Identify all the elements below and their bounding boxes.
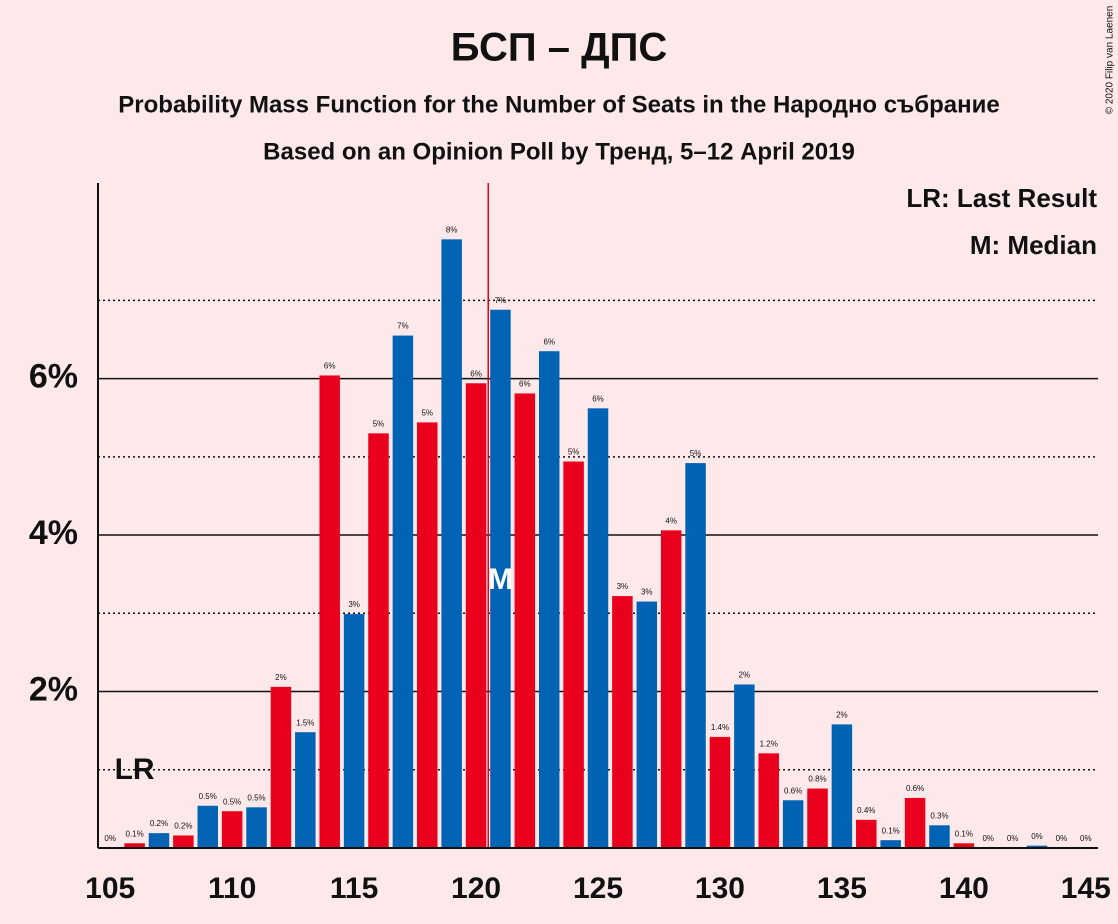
legend-entry: M: Median: [970, 230, 1097, 260]
bar: [392, 335, 414, 848]
value-label: 8%: [446, 225, 458, 234]
value-label: 5%: [421, 409, 433, 418]
chart-subtitle: Probability Mass Function for the Number…: [118, 91, 999, 118]
bar: [124, 843, 145, 848]
bar: [758, 753, 779, 848]
bar: [417, 422, 438, 848]
x-tick-label: 115: [330, 872, 378, 905]
bar: [441, 239, 462, 848]
bar: [709, 736, 731, 848]
bar: [782, 800, 804, 848]
value-label: 3%: [641, 588, 653, 597]
value-label: 2%: [739, 671, 751, 680]
value-label: 0.5%: [199, 792, 217, 801]
value-label: 0%: [1080, 834, 1092, 843]
value-label: 0.6%: [784, 786, 802, 795]
value-label: 0%: [104, 834, 116, 843]
value-label: 4%: [665, 516, 677, 525]
value-label: 0.1%: [955, 829, 973, 838]
legend-entry: LR: Last Result: [906, 183, 1097, 213]
value-label: 6%: [324, 362, 336, 371]
value-label: 6%: [543, 337, 555, 346]
value-label: 1.2%: [760, 739, 778, 748]
value-label: 0%: [1031, 832, 1043, 841]
x-tick-label: 120: [451, 872, 501, 905]
median-marker: M: [488, 563, 513, 596]
value-label: 0.1%: [125, 829, 143, 838]
value-label: 2%: [275, 673, 287, 682]
value-label: 7%: [495, 296, 507, 305]
value-label: 0.5%: [223, 797, 241, 806]
bar: [831, 724, 853, 848]
value-label: 5%: [568, 448, 580, 457]
bar: [636, 601, 658, 848]
bar: [660, 530, 682, 848]
y-tick-label: 2%: [29, 671, 78, 709]
value-label: 3%: [617, 582, 629, 591]
bar: [904, 797, 926, 848]
bar: [246, 807, 267, 848]
value-label: 0%: [1056, 834, 1068, 843]
value-label: 0%: [1007, 834, 1019, 843]
last-result-marker: LR: [115, 753, 155, 786]
bar: [612, 596, 633, 848]
value-label: 6%: [470, 369, 482, 378]
bar: [197, 805, 218, 848]
bar: [953, 843, 975, 848]
bar: [221, 811, 243, 848]
value-label: 0.8%: [808, 775, 826, 784]
bar: [295, 732, 316, 848]
value-label: 3%: [348, 600, 360, 609]
bar: [1026, 845, 1048, 848]
x-tick-label: 105: [85, 872, 135, 905]
bar: [929, 825, 950, 848]
bar: [490, 309, 511, 848]
bar: [368, 433, 389, 848]
value-label: 1.5%: [296, 718, 314, 727]
value-label: 7%: [397, 322, 409, 331]
value-label: 5%: [373, 419, 385, 428]
bar: [807, 788, 828, 848]
bar: [734, 684, 755, 848]
value-label: 1.4%: [711, 723, 729, 732]
bar: [587, 408, 609, 848]
value-label: 6%: [592, 394, 604, 403]
x-tick-label: 140: [939, 872, 989, 905]
x-tick-label: 135: [817, 872, 867, 905]
bar: [270, 686, 292, 848]
x-tick-label: 130: [695, 872, 745, 905]
bar: [880, 840, 901, 848]
y-tick-label: 4%: [29, 514, 78, 552]
value-label: 0.4%: [857, 806, 875, 815]
bar: [465, 383, 487, 848]
bar: [856, 819, 877, 848]
value-label: 2%: [836, 710, 848, 719]
chart-subtitle: Based on an Opinion Poll by Тренд, 5–12 …: [263, 138, 855, 165]
bar: [343, 614, 365, 848]
bar: [538, 351, 560, 848]
value-label: 0%: [982, 834, 994, 843]
value-label: 0.1%: [882, 826, 900, 835]
y-tick-label: 6%: [29, 358, 78, 396]
bar: [685, 463, 706, 848]
value-label: 0.2%: [174, 822, 192, 831]
value-label: 6%: [519, 380, 531, 389]
bar: [319, 375, 340, 848]
x-tick-label: 125: [573, 872, 623, 905]
value-label: 0.6%: [906, 784, 924, 793]
value-label: 0.2%: [150, 819, 168, 828]
bar: [514, 393, 536, 848]
value-label: 0.3%: [930, 811, 948, 820]
x-tick-label: 145: [1061, 872, 1111, 905]
bar: [563, 461, 584, 848]
value-label: 0.5%: [247, 793, 265, 802]
bar: [173, 835, 194, 848]
x-tick-label: 110: [208, 872, 256, 905]
value-label: 5%: [690, 449, 702, 458]
copyright: © 2020 Filip van Laenen: [1105, 6, 1116, 115]
bar: [148, 833, 170, 848]
chart-title: БСП – ДПС: [451, 26, 667, 70]
